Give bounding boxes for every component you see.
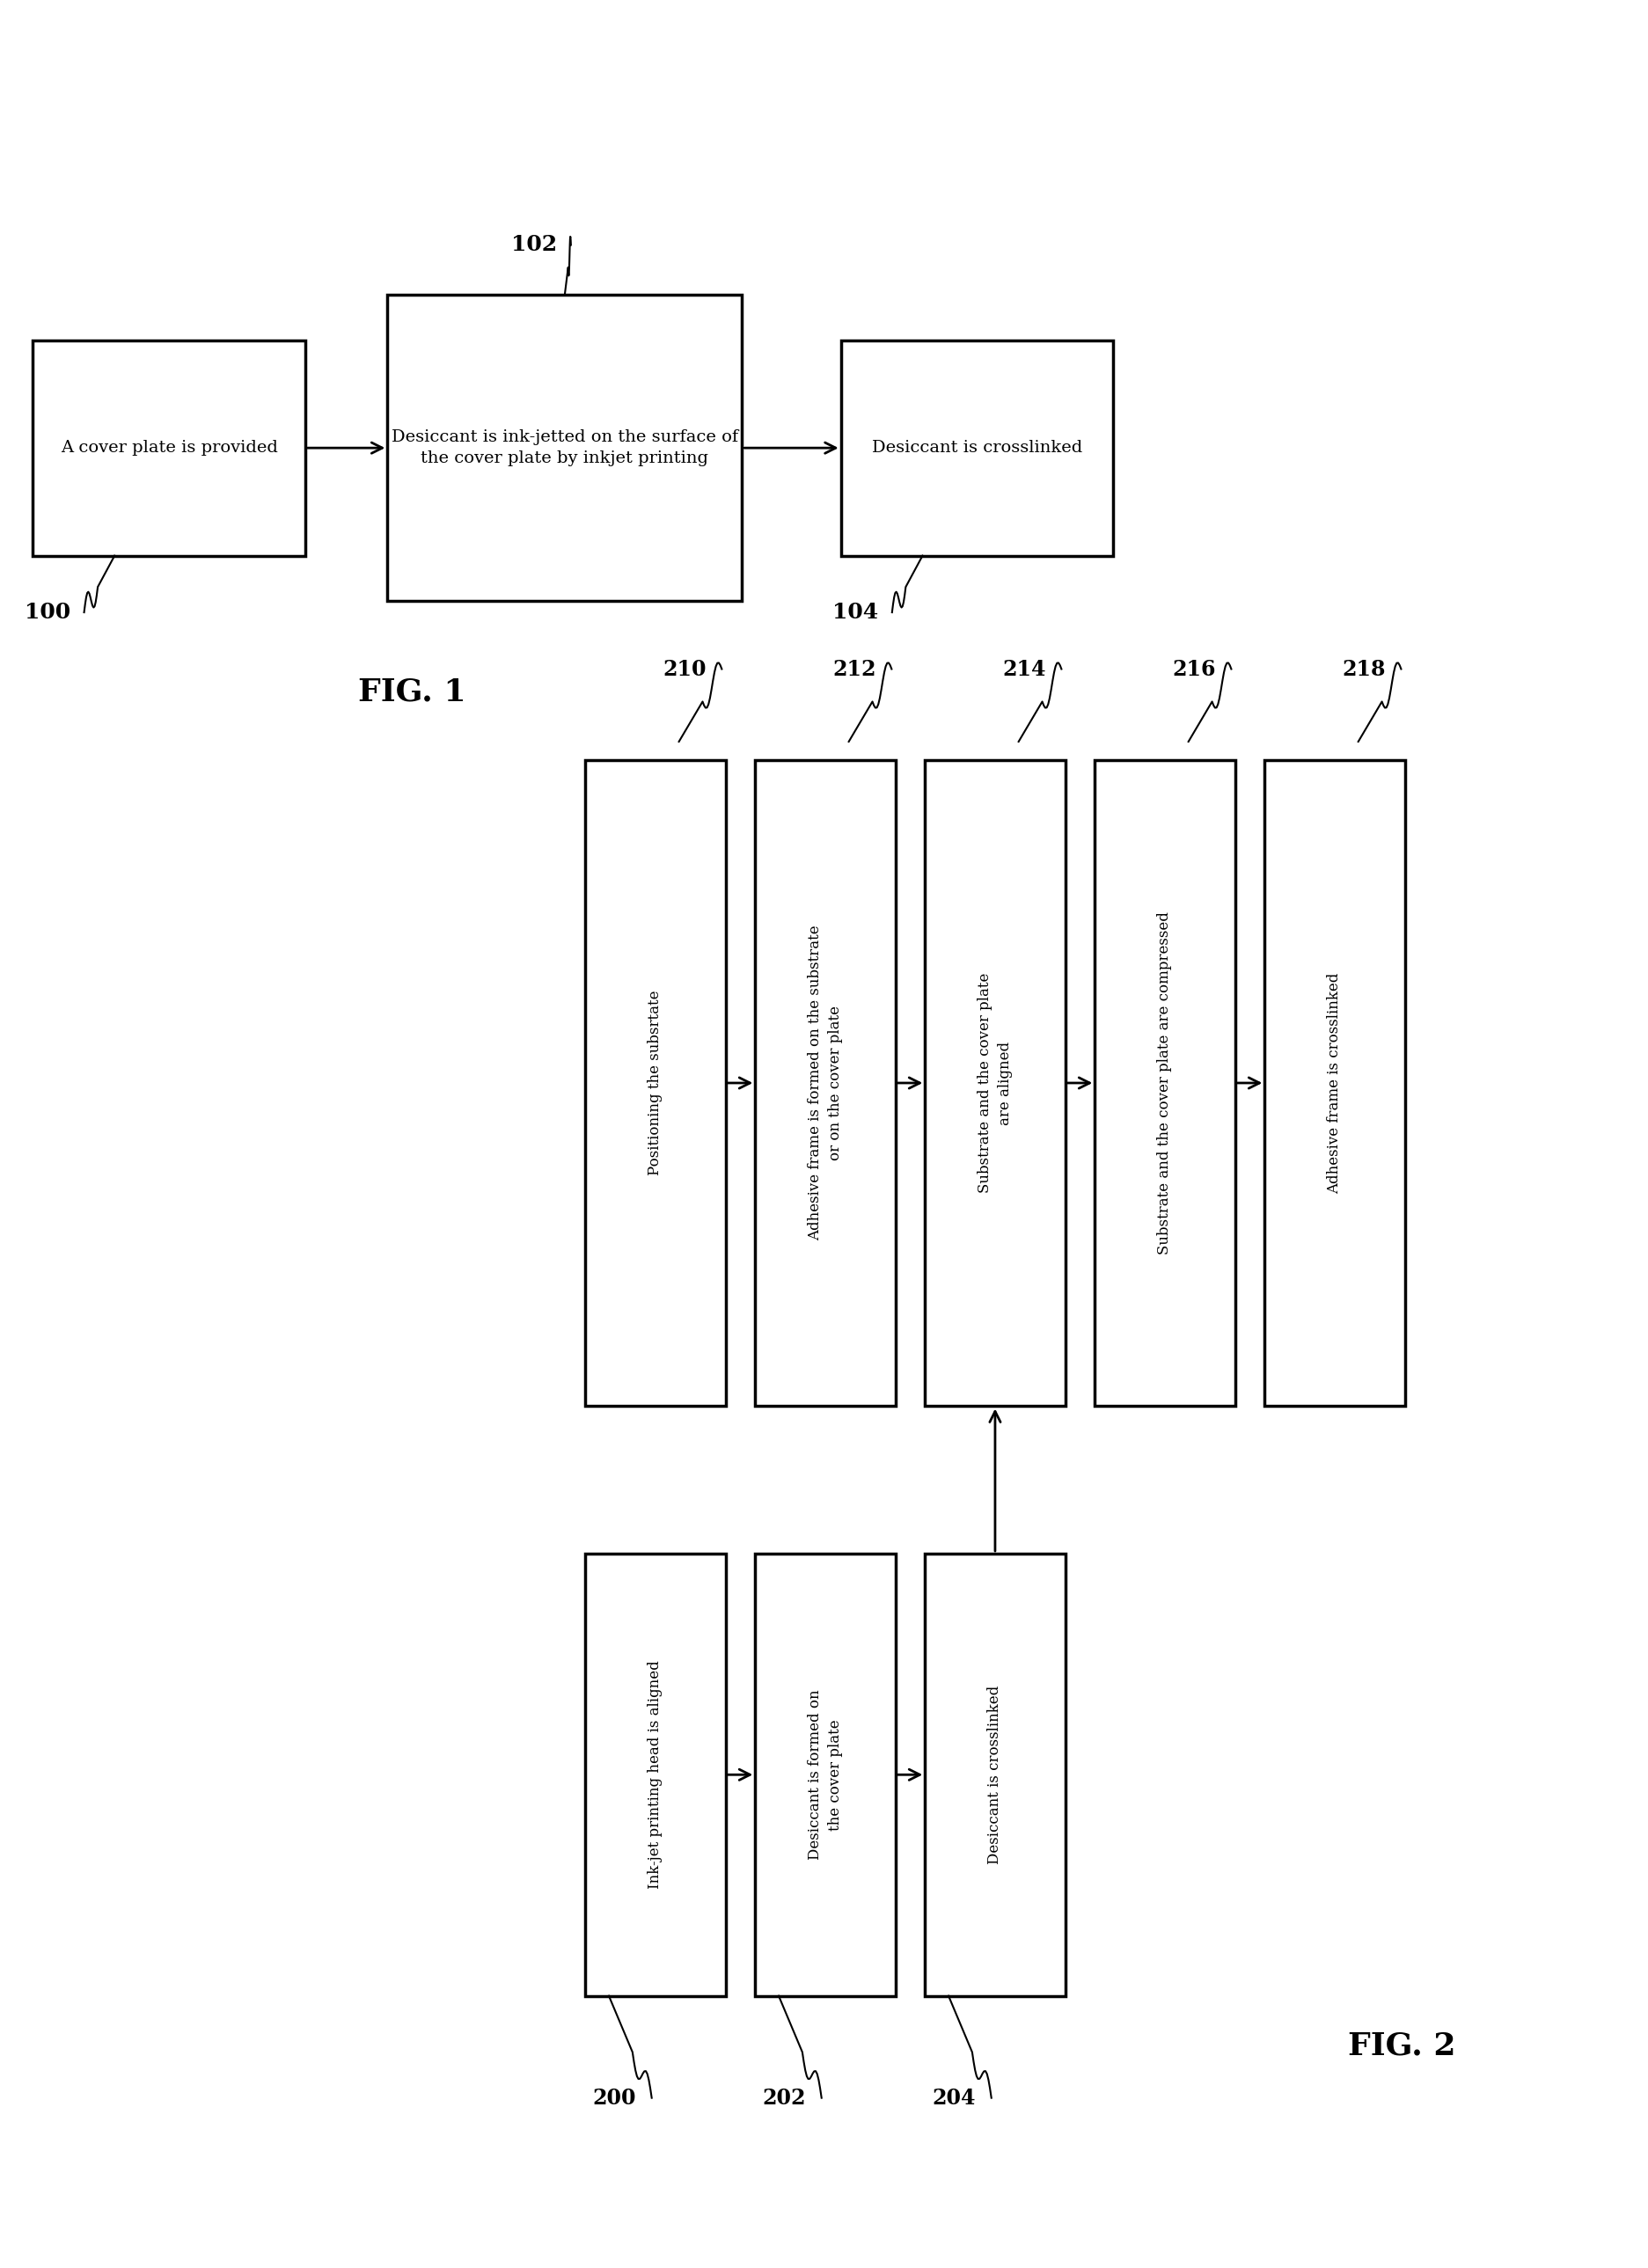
Text: Desiccant is ink-jetted on the surface of
the cover plate by inkjet printing: Desiccant is ink-jetted on the surface o… — [391, 429, 738, 467]
Text: A cover plate is provided: A cover plate is provided — [61, 440, 277, 456]
Bar — [1094, 760, 1234, 1406]
Bar — [33, 340, 305, 556]
Text: Adhesive frame is formed on the substrate
or on the cover plate: Adhesive frame is formed on the substrat… — [808, 925, 842, 1241]
Text: Ink-jet printing head is aligned: Ink-jet printing head is aligned — [648, 1660, 662, 1889]
Text: FIG. 2: FIG. 2 — [1346, 2030, 1455, 2062]
Text: 200: 200 — [592, 2087, 636, 2109]
Text: Substrate and the cover plate are compressed: Substrate and the cover plate are compre… — [1157, 912, 1172, 1254]
Text: Positioning the subsrtate: Positioning the subsrtate — [648, 991, 662, 1175]
Text: 216: 216 — [1172, 658, 1215, 680]
Text: 104: 104 — [832, 601, 878, 624]
Text: Desiccant is formed on
the cover plate: Desiccant is formed on the cover plate — [808, 1690, 842, 1860]
Bar — [840, 340, 1112, 556]
Text: 210: 210 — [662, 658, 705, 680]
Text: Desiccant is crosslinked: Desiccant is crosslinked — [987, 1685, 1002, 1864]
Bar — [755, 760, 895, 1406]
Text: 100: 100 — [25, 601, 71, 624]
Text: 102: 102 — [511, 234, 557, 256]
Bar — [925, 1554, 1065, 1996]
Text: 218: 218 — [1341, 658, 1384, 680]
Text: 202: 202 — [761, 2087, 806, 2109]
Bar — [1264, 760, 1404, 1406]
Text: Adhesive frame is crosslinked: Adhesive frame is crosslinked — [1327, 973, 1341, 1193]
Text: 214: 214 — [1002, 658, 1045, 680]
Bar — [925, 760, 1065, 1406]
Text: Desiccant is crosslinked: Desiccant is crosslinked — [872, 440, 1081, 456]
Text: Substrate and the cover plate
are aligned: Substrate and the cover plate are aligne… — [977, 973, 1012, 1193]
Bar — [755, 1554, 895, 1996]
Bar — [387, 295, 742, 601]
Bar — [585, 760, 725, 1406]
Text: FIG. 1: FIG. 1 — [358, 676, 466, 708]
Text: 212: 212 — [832, 658, 875, 680]
Text: 204: 204 — [931, 2087, 976, 2109]
Bar — [585, 1554, 725, 1996]
